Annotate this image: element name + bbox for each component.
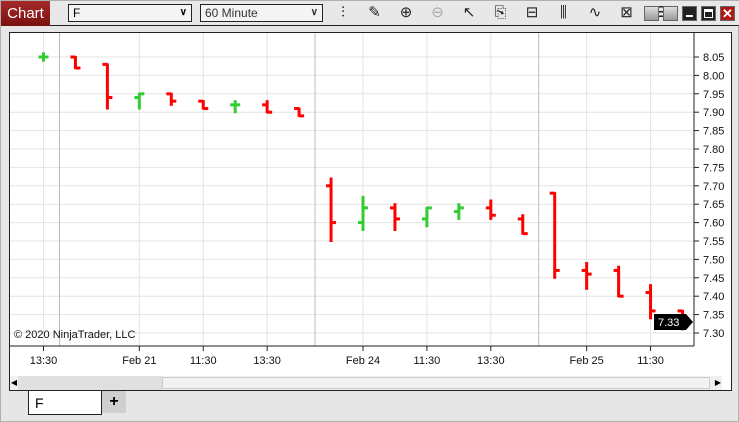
- ohlc-bar: [517, 214, 528, 236]
- ohlc-bar: [549, 191, 560, 279]
- window-option-button[interactable]: [663, 6, 678, 21]
- tab-f[interactable]: F: [28, 391, 102, 415]
- ohlc-bar: [389, 203, 400, 231]
- zoom-in-icon[interactable]: ⊕: [399, 4, 413, 21]
- chart-panel[interactable]: 8.05 8.00 7.95 7.90 7.85 7.80 7.75 7.70 7.65 7.60…: [9, 32, 732, 391]
- chart-properties-icon[interactable]: ⎘: [494, 4, 507, 21]
- price-label: 7.45: [703, 273, 724, 285]
- time-label: 13:30: [30, 355, 58, 367]
- time-label: 11:30: [637, 355, 664, 367]
- templates-icon[interactable]: ⊠: [620, 4, 633, 21]
- time-label: Feb 25: [570, 355, 604, 367]
- pencil-draw-icon[interactable]: ✎: [368, 4, 381, 21]
- data-series-icon[interactable]: ⫶: [341, 4, 345, 21]
- price-label: 7.35: [703, 310, 724, 322]
- price-label: 7.65: [703, 199, 724, 211]
- ohlc-bar: [70, 55, 81, 70]
- ohlc-bar: [294, 107, 305, 118]
- ohlc-bar: [581, 262, 592, 290]
- price-label: 7.70: [703, 181, 724, 193]
- price-label: 7.85: [703, 126, 724, 138]
- scroll-left-arrow-icon[interactable]: ◀: [10, 378, 18, 387]
- interval-value: 60 Minute: [205, 6, 258, 20]
- price-label: 7.95: [703, 89, 724, 101]
- close-button[interactable]: ✕: [720, 6, 735, 21]
- time-label: 13:30: [253, 355, 281, 367]
- ohlc-bar: [230, 100, 241, 114]
- ohlc-bar: [166, 92, 177, 106]
- time-label: 13:30: [477, 355, 505, 367]
- ohlc-bar: [358, 195, 368, 231]
- ohlc-bar: [421, 206, 432, 228]
- indicators-icon[interactable]: ⫼: [560, 4, 567, 21]
- ohlc-bar: [38, 52, 49, 62]
- horizontal-scrollbar[interactable]: ◀ ▶: [10, 376, 722, 390]
- instrument-value: F: [73, 6, 81, 20]
- price-label: 7.40: [703, 291, 724, 303]
- chart-canvas: 8.05 8.00 7.95 7.90 7.85 7.80 7.75 7.70 7.65 7.60…: [10, 33, 724, 367]
- minimize-button[interactable]: [682, 6, 697, 21]
- pointer-icon[interactable]: ↖: [462, 4, 476, 21]
- window-title: Chart: [1, 1, 50, 26]
- instrument-selector[interactable]: F ∨: [68, 4, 192, 22]
- last-price-marker: [654, 313, 693, 330]
- toolbar: Chart F∨ 60 Minute∨ ⫶✎⊕⊖↖⎘⊟⫼∿⊠☰ ✕: [1, 1, 739, 26]
- add-tab-button[interactable]: +: [102, 391, 126, 413]
- scroll-right-arrow-icon[interactable]: ▶: [714, 378, 722, 387]
- last-price-label: 7.33: [658, 317, 679, 329]
- price-label: 7.55: [703, 236, 724, 248]
- interval-selector[interactable]: 60 Minute ∨: [200, 4, 323, 22]
- ohlc-bar: [453, 203, 464, 220]
- price-label: 7.90: [703, 107, 724, 119]
- ohlc-bar: [645, 284, 656, 320]
- scroll-thumb[interactable]: [162, 377, 710, 389]
- zoom-out-icon[interactable]: ⊖: [431, 4, 444, 21]
- time-label: Feb 24: [346, 355, 380, 367]
- ohlc-bar: [262, 100, 273, 114]
- chart-trader-icon[interactable]: ⊟: [525, 4, 539, 21]
- ohlc-bar: [613, 265, 624, 298]
- ohlc-bar: [134, 92, 145, 110]
- ohlc-bar: [102, 62, 113, 110]
- chevron-down-icon: ∨: [179, 7, 187, 18]
- scroll-track[interactable]: [18, 376, 162, 390]
- strategies-icon[interactable]: ∿: [588, 4, 602, 21]
- ohlc-bar: [326, 177, 337, 242]
- price-label: 7.80: [703, 144, 724, 156]
- maximize-button[interactable]: [701, 6, 716, 21]
- price-label: 7.60: [703, 218, 724, 230]
- ohlc-bar: [198, 99, 209, 111]
- price-label: 8.00: [703, 70, 724, 82]
- chevron-down-icon: ∨: [310, 7, 318, 18]
- ohlc-bar: [485, 199, 496, 220]
- copyright-text: © 2020 NinjaTrader, LLC: [14, 329, 135, 341]
- time-label: Feb 21: [122, 355, 156, 367]
- price-label: 7.75: [703, 162, 724, 174]
- price-label: 7.30: [703, 328, 724, 340]
- price-label: 8.05: [703, 52, 724, 64]
- window-option-button[interactable]: [644, 6, 659, 21]
- time-label: 11:30: [190, 355, 217, 367]
- time-label: 11:30: [414, 355, 441, 367]
- price-label: 7.50: [703, 254, 724, 266]
